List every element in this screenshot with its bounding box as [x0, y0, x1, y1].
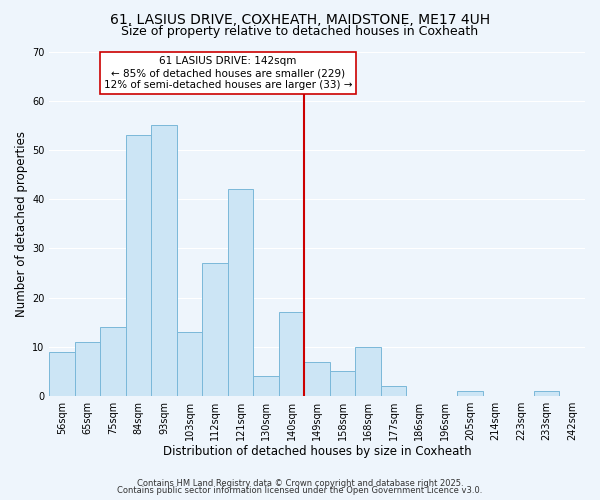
Bar [228, 190, 253, 396]
Bar [457, 391, 483, 396]
Text: 61, LASIUS DRIVE, COXHEATH, MAIDSTONE, ME17 4UH: 61, LASIUS DRIVE, COXHEATH, MAIDSTONE, M… [110, 12, 490, 26]
Bar [202, 263, 228, 396]
Bar [75, 342, 100, 396]
Bar [49, 352, 75, 396]
Bar [177, 332, 202, 396]
Text: Size of property relative to detached houses in Coxheath: Size of property relative to detached ho… [121, 25, 479, 38]
Bar [253, 376, 279, 396]
Bar [126, 135, 151, 396]
Text: 61 LASIUS DRIVE: 142sqm
← 85% of detached houses are smaller (229)
12% of semi-d: 61 LASIUS DRIVE: 142sqm ← 85% of detache… [104, 56, 352, 90]
Bar [151, 126, 177, 396]
Bar [100, 327, 126, 396]
X-axis label: Distribution of detached houses by size in Coxheath: Distribution of detached houses by size … [163, 444, 472, 458]
Bar [330, 372, 355, 396]
Bar [381, 386, 406, 396]
Text: Contains HM Land Registry data © Crown copyright and database right 2025.: Contains HM Land Registry data © Crown c… [137, 478, 463, 488]
Bar [355, 347, 381, 396]
Bar [304, 362, 330, 396]
Bar [534, 391, 559, 396]
Text: Contains public sector information licensed under the Open Government Licence v3: Contains public sector information licen… [118, 486, 482, 495]
Bar [279, 312, 304, 396]
Y-axis label: Number of detached properties: Number of detached properties [15, 131, 28, 317]
